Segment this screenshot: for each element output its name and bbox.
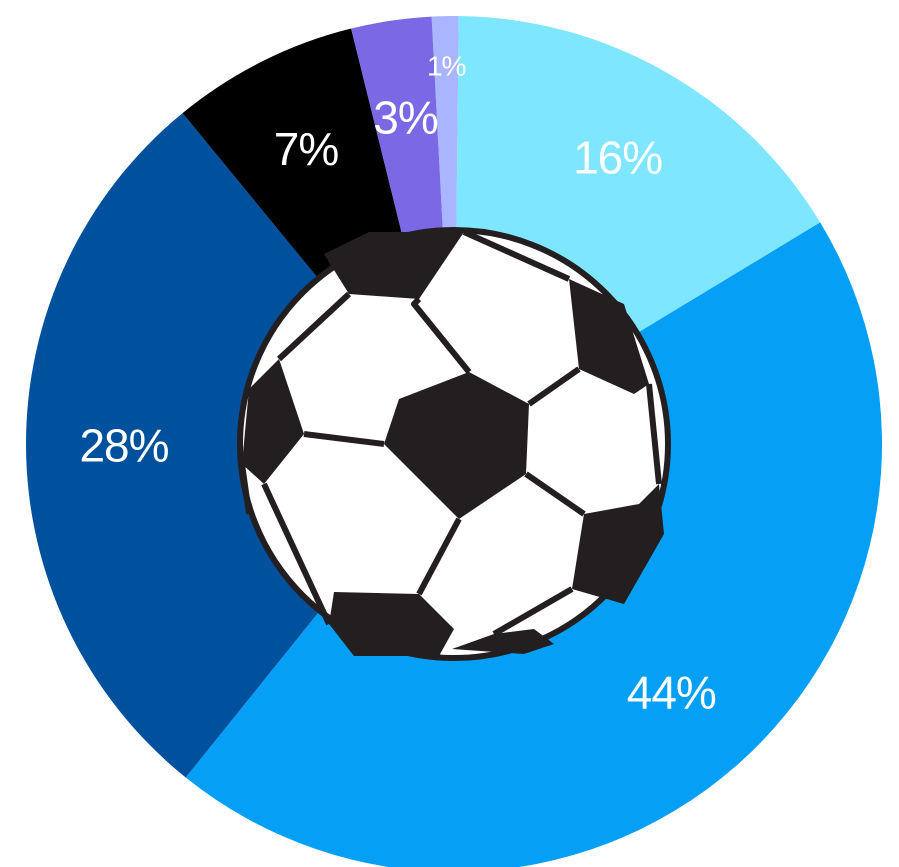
slice-label-0: 1% [427,51,466,82]
slice-label-2: 44% [627,666,716,718]
slice-label-5: 3% [373,92,438,144]
slice-label-1: 16% [573,131,662,183]
slice-1 [456,16,821,333]
slice-labels: 1% 16% 44% 28% 7% 3% [79,51,716,719]
slice-label-3: 28% [79,420,168,472]
slice-5 [351,16,443,235]
slice-0 [431,16,459,229]
donut-slices [26,16,882,867]
slice-4 [182,28,403,278]
slice-2 [185,222,882,867]
slice-3 [26,113,319,778]
soccer-ball-icon [237,227,671,661]
slice-label-4: 7% [274,123,339,175]
